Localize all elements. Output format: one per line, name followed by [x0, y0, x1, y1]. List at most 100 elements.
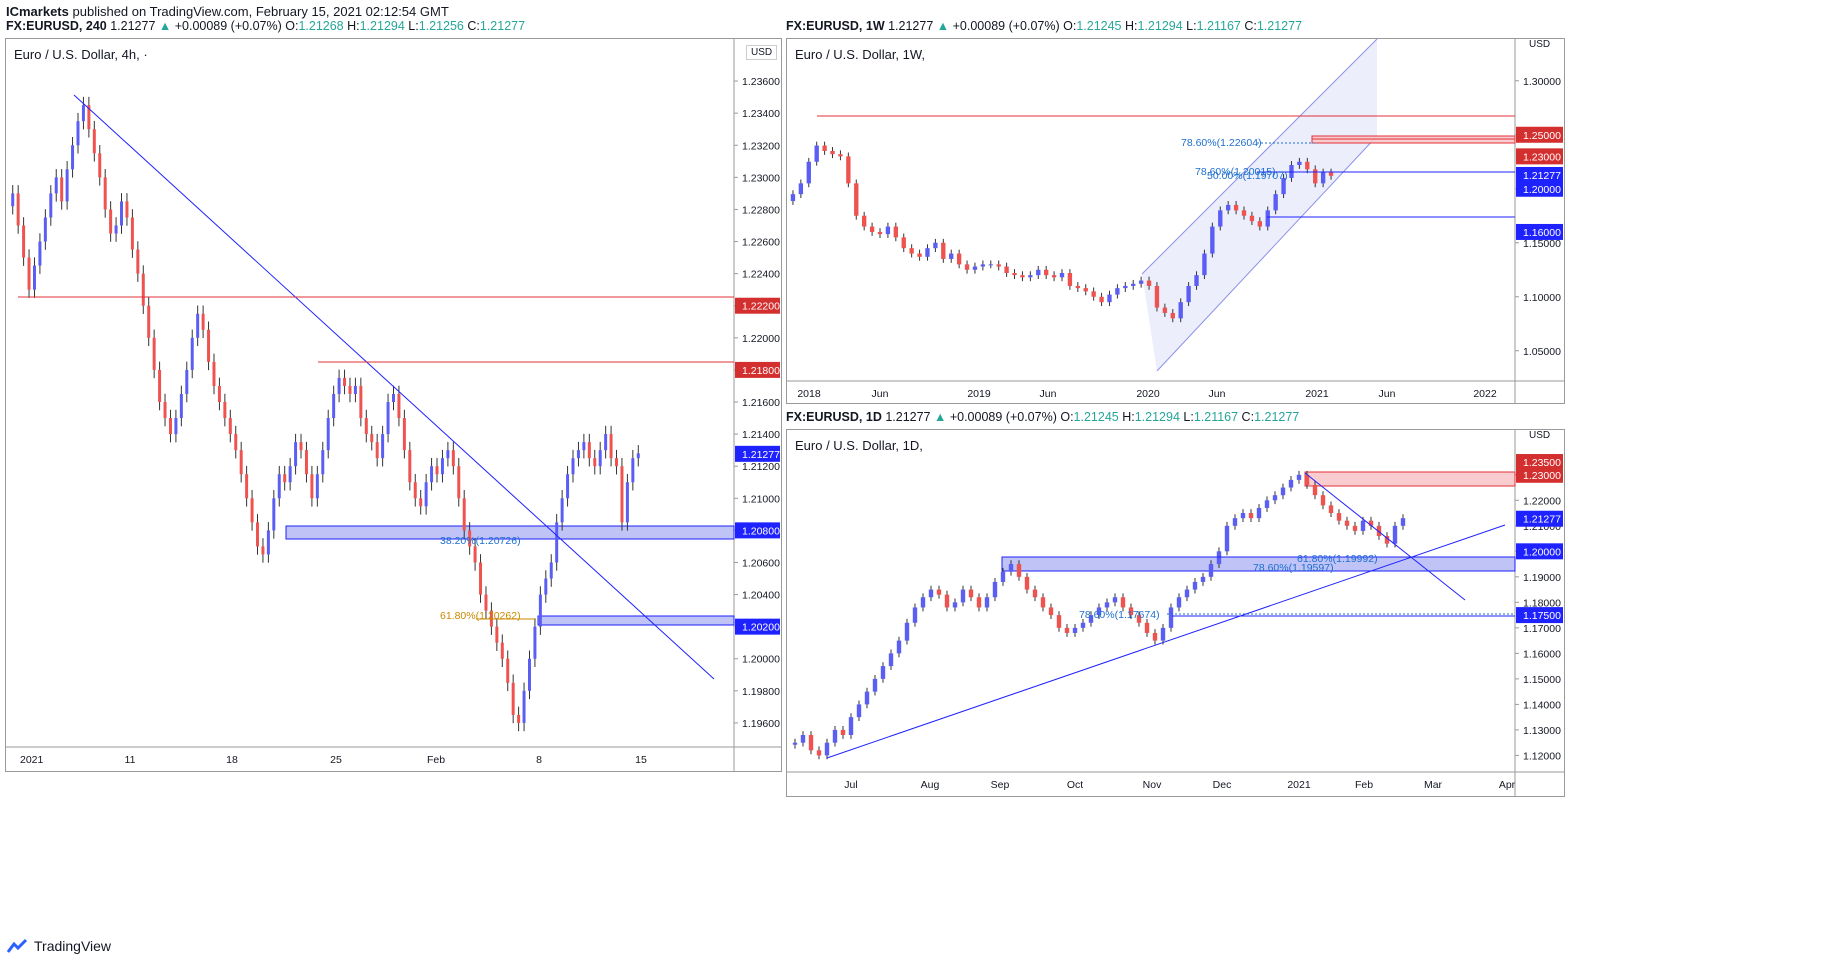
price-label-text: 1.21277	[1523, 514, 1561, 526]
candle-body	[1128, 607, 1134, 616]
y-tick-label: 1.19000	[1523, 572, 1561, 584]
candle-body	[1248, 513, 1254, 519]
candle-body	[854, 183, 859, 216]
candle-body	[806, 161, 811, 184]
high-value: 1.21294	[359, 19, 405, 33]
price-label-badge	[1516, 148, 1563, 165]
candle-body	[869, 226, 875, 232]
footer-brand[interactable]: TradingView	[34, 938, 112, 954]
candle-body	[1305, 161, 1310, 170]
chart-svg-1w[interactable]: 1.30000 1.25000 1.20000 1.15000 1.10000 1.050…	[787, 39, 1564, 403]
resistance-zone	[1304, 471, 1516, 487]
support-zone	[537, 615, 735, 626]
low-value: 1.21256	[418, 19, 464, 33]
candle-body	[964, 264, 970, 270]
last-price: 1.21277	[884, 19, 937, 33]
x-tick-label: Dec	[1213, 779, 1232, 791]
candle-body	[234, 434, 238, 451]
candle-body	[872, 678, 878, 692]
candle-body	[1289, 165, 1294, 178]
chart-svg-4h[interactable]: 1.23600 1.23400 1.23200 1.23000 1.22800 1.226…	[6, 39, 781, 771]
candle-body	[976, 597, 982, 608]
candle-body	[1016, 564, 1022, 577]
y-tick-label: 1.22000	[742, 333, 780, 345]
high-label: H:	[1121, 19, 1138, 33]
x-tick-label: 8	[536, 754, 542, 766]
price-label-badge	[1516, 454, 1563, 471]
candle-body	[310, 474, 314, 499]
candle-body	[861, 215, 867, 227]
candle-body	[256, 522, 260, 547]
price-label-badge	[735, 361, 780, 378]
candle-body	[495, 626, 499, 643]
candle-body	[904, 622, 910, 641]
x-tick-label: 2022	[1473, 388, 1497, 400]
price-label-badge	[1516, 166, 1563, 183]
candle-body	[1297, 161, 1302, 165]
chart-panel-4h[interactable]: 1.23600 1.23400 1.23200 1.23000 1.22800 1.226…	[5, 38, 782, 772]
fib-annotation: 61.80%(1.20262)	[440, 610, 521, 622]
candle-body	[968, 589, 974, 598]
candle-body	[798, 183, 804, 195]
candle-body	[1176, 597, 1182, 608]
candle-body	[824, 742, 830, 756]
candle-body	[158, 369, 162, 402]
candle-body	[555, 522, 559, 563]
candle-body	[566, 474, 570, 499]
y-tick-label: 1.20400	[742, 590, 780, 602]
y-tick-label: 1.15000	[1523, 674, 1561, 686]
candle-body	[1208, 564, 1214, 577]
candle-body	[370, 434, 374, 443]
channel-line	[1156, 135, 1378, 372]
candle-body	[397, 393, 401, 419]
candle-body	[896, 640, 902, 654]
candle-body	[1036, 269, 1041, 276]
close-label: C:	[1240, 19, 1257, 33]
candle-body	[620, 466, 624, 523]
price-label-badge	[1516, 180, 1563, 197]
candle-body	[54, 177, 58, 194]
chart-panel-1w[interactable]: 1.30000 1.25000 1.20000 1.15000 1.10000 1.050…	[786, 38, 1565, 404]
candle-body	[353, 385, 357, 394]
chart-svg-1d[interactable]: 1.230001.220001.210001.200001.190001.180…	[787, 430, 1564, 796]
close-value: 1.21277	[479, 19, 526, 33]
candle-body	[136, 249, 140, 274]
candle-body	[952, 602, 958, 608]
candle-body	[864, 691, 870, 705]
price-label-text: 1.22200	[742, 301, 780, 313]
candle-body	[196, 313, 200, 338]
candle-body	[283, 474, 287, 483]
candle-body	[337, 377, 341, 394]
chart-panel-1d[interactable]: 1.230001.220001.210001.200001.190001.180…	[786, 429, 1565, 797]
symbol-line-4h: FX:EURUSD, 240 1.21277 ▲ +0.00089 (+0.07…	[6, 19, 525, 33]
candle-body	[408, 450, 412, 483]
candle-body	[1352, 525, 1358, 531]
candle-body	[631, 458, 635, 483]
trend-line	[73, 94, 715, 680]
candle-body	[141, 273, 145, 306]
candle-body	[992, 581, 998, 598]
candle-body	[830, 150, 835, 155]
candle-body	[928, 589, 934, 598]
high-value: 1.21294	[1134, 410, 1180, 424]
candle-body	[1136, 615, 1142, 623]
candle-body	[527, 658, 531, 691]
candle-body	[1004, 266, 1009, 273]
fib-annotation: 78.60%(1.22604)	[1181, 137, 1262, 149]
candle-body	[925, 248, 930, 257]
y-tick-label: 1.22800	[742, 204, 780, 216]
candle-body	[201, 313, 205, 330]
candle-body	[451, 450, 455, 467]
candle-body	[1224, 525, 1230, 552]
candle-body	[1112, 597, 1118, 603]
candle-body	[190, 337, 194, 370]
x-tick-label: Jun	[1379, 388, 1396, 400]
x-tick-label: Feb	[427, 754, 445, 766]
change-value: +0.00089 (+0.07%)	[946, 410, 1061, 424]
x-tick-label: Mar	[1424, 779, 1443, 791]
candle-body	[500, 642, 504, 659]
candle-body	[1240, 513, 1246, 519]
candle-body	[1336, 513, 1342, 521]
currency-label-1w: USD	[1529, 39, 1551, 50]
candle-body	[1280, 487, 1286, 496]
